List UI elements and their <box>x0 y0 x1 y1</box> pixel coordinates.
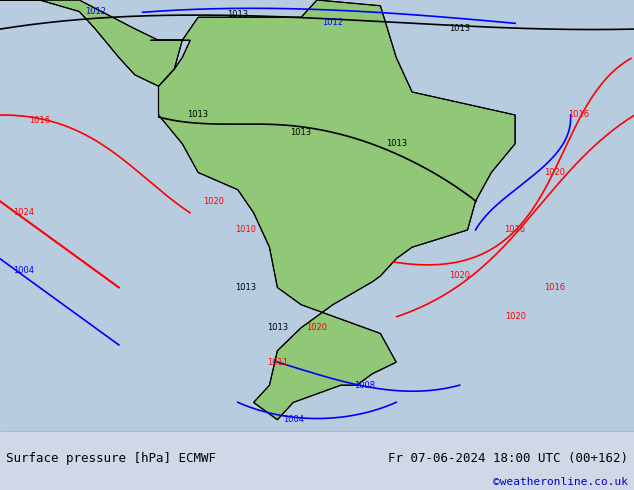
Text: 1004: 1004 <box>13 266 34 275</box>
Text: 1004: 1004 <box>283 415 304 424</box>
Text: 1020: 1020 <box>306 323 328 332</box>
Text: 1016: 1016 <box>568 110 589 120</box>
Text: 1013: 1013 <box>290 128 312 137</box>
Text: 1016: 1016 <box>544 283 566 292</box>
Text: 1020: 1020 <box>505 312 526 321</box>
Polygon shape <box>0 0 183 86</box>
Text: 1011: 1011 <box>267 358 288 367</box>
Text: 1013: 1013 <box>449 24 470 33</box>
Text: 1020: 1020 <box>544 168 566 177</box>
Text: ©weatheronline.co.uk: ©weatheronline.co.uk <box>493 477 628 487</box>
Text: 1024: 1024 <box>13 208 34 217</box>
Text: 1012: 1012 <box>322 19 344 27</box>
Text: 1013: 1013 <box>267 323 288 332</box>
Text: 1010: 1010 <box>235 225 256 235</box>
Text: 1013: 1013 <box>235 283 256 292</box>
Text: 1013: 1013 <box>188 110 209 120</box>
Text: 1013: 1013 <box>227 10 249 19</box>
Text: 1020: 1020 <box>204 196 224 206</box>
Text: 1013: 1013 <box>385 139 407 148</box>
Text: 1016: 1016 <box>505 225 526 235</box>
Text: 1012: 1012 <box>84 7 106 16</box>
Text: 1020: 1020 <box>449 271 470 280</box>
Text: Fr 07-06-2024 18:00 UTC (00+162): Fr 07-06-2024 18:00 UTC (00+162) <box>387 452 628 465</box>
Text: 1008: 1008 <box>354 381 375 390</box>
Text: Surface pressure [hPa] ECMWF: Surface pressure [hPa] ECMWF <box>6 452 216 465</box>
Polygon shape <box>150 0 515 420</box>
Text: 1016: 1016 <box>29 116 50 125</box>
